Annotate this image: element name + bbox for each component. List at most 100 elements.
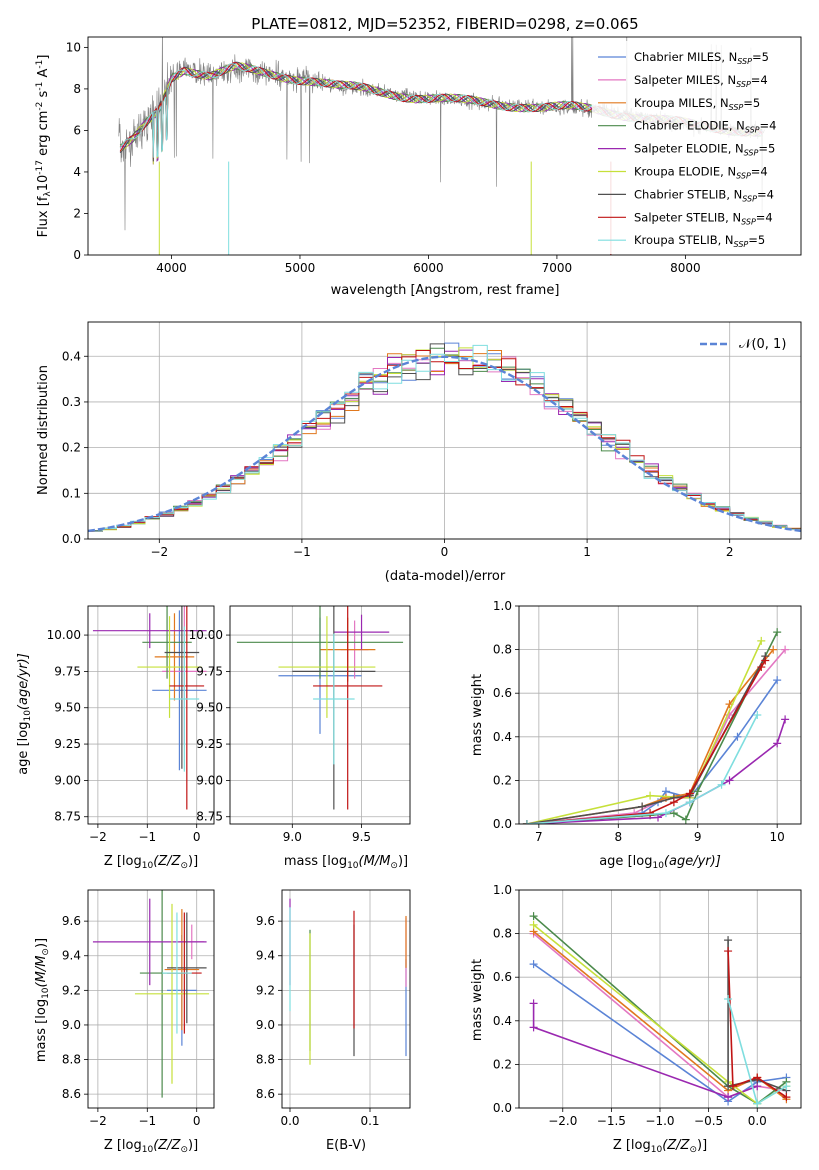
- legend-subscript: SSP: [741, 217, 756, 226]
- y-tick-label: 8.75: [196, 810, 223, 824]
- y-tick-label: 0.0: [493, 817, 512, 831]
- y-tick-label: 0.2: [62, 441, 81, 455]
- legend-nssp: =5: [752, 50, 769, 64]
- legend-model-name: Kroupa ELODIE, N: [634, 165, 736, 179]
- legend-subscript: SSP: [742, 194, 757, 203]
- age-weight-plot: 7 8 9 10 0.0 0.2 0.4 0.6 0.8 1.0: [493, 599, 802, 844]
- axes-frame: [87, 605, 215, 825]
- mass-weight-point: [724, 995, 733, 1003]
- legend-background: [592, 41, 798, 254]
- y-tick-label: 0.4: [62, 349, 81, 363]
- legend-label: Kroupa MILES, NSSP=5: [634, 96, 760, 112]
- legend-nssp: =5: [748, 233, 765, 247]
- spectrum-ylabel: Flux [fλ10-17 erg cm-2 s-1 A-1]: [35, 55, 53, 238]
- y-tick-label: 0.4: [493, 1014, 512, 1028]
- legend-model-name: Chabrier STELIB, N: [634, 187, 742, 201]
- z-mass-panel: −2 −1 08.68.89.09.29.49.6 Z [log10(Z/Z⊙)] …: [34, 889, 215, 1155]
- mass-weight-series-line: [533, 915, 787, 1105]
- mass-weight-point: [685, 789, 694, 798]
- z-weight-panel: −2.0 −1.5 −1.0 −0.5 0.0 0.0 0.2 0.4 0.6 0.8 1.0 Z …: [470, 883, 802, 1155]
- mass-weight-point: [769, 645, 778, 654]
- y-tick-label: 0.8: [493, 927, 512, 941]
- age-weight-panel: 7 8 9 10 0.0 0.2 0.4 0.6 0.8 1.0 age [log10(age/y…: [470, 599, 802, 871]
- x-tick-label: 8000: [670, 261, 701, 275]
- y-tick-label: 9.25: [196, 737, 223, 751]
- ebv-mass-plot: 0.0 0.1 8.6 8.8 9.0 9.2 9.4 9.6: [256, 889, 411, 1128]
- x-tick-label: −2.0: [548, 1114, 577, 1128]
- mass-weight-point: [522, 820, 531, 824]
- legend-nssp: =4: [756, 210, 773, 224]
- y-tick-label: 0.6: [493, 970, 512, 984]
- plot-area: [522, 628, 790, 824]
- y-tick-label: 0.0: [62, 532, 81, 546]
- y-tick-label: 0: [73, 248, 81, 262]
- x-tick-label: 7000: [542, 261, 573, 275]
- mass-weight-point: [757, 636, 766, 645]
- spectrum-panel: 4000 5000 6000 7000 8000 0 2 4 6 8 10 wavelength […: [35, 36, 802, 298]
- x-tick-label: 5000: [285, 261, 316, 275]
- legend-label: Salpeter STELIB, NSSP=4: [634, 210, 773, 226]
- y-tick-label: 10: [66, 40, 81, 54]
- x-tick-label: 7: [535, 830, 543, 844]
- mass-weight-series-line: [532, 1003, 758, 1098]
- x-tick-label: −2: [89, 830, 107, 844]
- z-age-panel: −2 −1 0 8.75 9.00 9.25 9.50 9.75 10.00 Z [log10(…: [16, 605, 215, 871]
- mass-weight-point: [773, 676, 782, 685]
- mass-weight-point: [669, 798, 678, 807]
- legend-nssp: =5: [758, 142, 775, 156]
- y-tick-label: 6: [73, 123, 81, 137]
- y-tick-label: 9.2: [62, 983, 81, 997]
- mass-weight-point: [529, 960, 538, 969]
- legend-subscript: SSP: [745, 126, 760, 135]
- legend-label: Chabrier MILES, NSSP=5: [634, 50, 769, 66]
- x-tick-label: −1.5: [597, 1114, 626, 1128]
- y-tick-label: 0.1: [62, 486, 81, 500]
- mass-weight-point: [529, 912, 538, 921]
- normal-legend-label: 𝒩(0, 1): [739, 337, 786, 352]
- mass-weight-point: [681, 815, 690, 824]
- x-tick-label: −1: [293, 545, 311, 559]
- x-tick-label: 8: [614, 830, 622, 844]
- mass-weight-point: [724, 947, 733, 956]
- y-tick-label: 9.75: [196, 664, 223, 678]
- z-age-plot: −2 −1 0 8.75 9.00 9.25 9.50 9.75 10.00: [47, 605, 215, 844]
- mass-weight-point: [753, 1099, 762, 1108]
- plot-area: [88, 342, 801, 534]
- plot-area: [92, 890, 210, 1098]
- x-tick-label: −1: [138, 830, 156, 844]
- mass-weight-point: [529, 920, 538, 929]
- mass-weight-point: [773, 628, 782, 637]
- plot-area: [289, 898, 407, 1065]
- mass-age-xlabel: mass [log10(M/M⊙)]: [284, 854, 408, 871]
- z-weight-plot: −2.0 −1.5 −1.0 −0.5 0.0 0.0 0.2 0.4 0.6 0.8 1.0: [493, 883, 802, 1128]
- residuals-panel: −2 −1 0 1 2 0.0 0.1 0.2 0.3 0.4 (data-model)/erro…: [36, 321, 802, 584]
- y-tick-label: 0.0: [493, 1101, 512, 1115]
- legend-model-name: Kroupa MILES, N: [634, 96, 729, 110]
- axes-frame: [518, 605, 802, 825]
- legend-subscript: SSP: [737, 57, 752, 66]
- mass-weight-point: [724, 1093, 733, 1102]
- x-tick-label: 0: [193, 1114, 201, 1128]
- legend-label: Kroupa STELIB, NSSP=5: [634, 233, 765, 249]
- grid-lines: [519, 889, 801, 1109]
- z-age-xlabel: Z [log10(Z/Z⊙)]: [104, 854, 198, 871]
- x-tick-label: 9: [694, 830, 702, 844]
- y-tick-label: 9.6: [62, 914, 81, 928]
- x-tick-label: −1: [138, 1114, 156, 1128]
- x-tick-label: 1: [583, 545, 591, 559]
- legend-subscript: SSP: [736, 172, 751, 181]
- y-tick-label: 1.0: [493, 599, 512, 613]
- legend-subscript: SSP: [744, 149, 759, 158]
- y-tick-label: 9.0: [62, 1018, 81, 1032]
- legend-model-name: Chabrier MILES, N: [634, 50, 737, 64]
- plot-area: [92, 606, 207, 810]
- y-tick-label: 8: [73, 82, 81, 96]
- axes-frame: [87, 36, 802, 256]
- y-tick-label: 9.75: [54, 664, 81, 678]
- y-tick-label: 9.4: [256, 949, 275, 963]
- legend-label: Kroupa ELODIE, NSSP=4: [634, 165, 768, 181]
- mass-weight-point: [782, 1093, 791, 1102]
- axes-frame: [518, 889, 802, 1109]
- plot-area: [529, 912, 791, 1108]
